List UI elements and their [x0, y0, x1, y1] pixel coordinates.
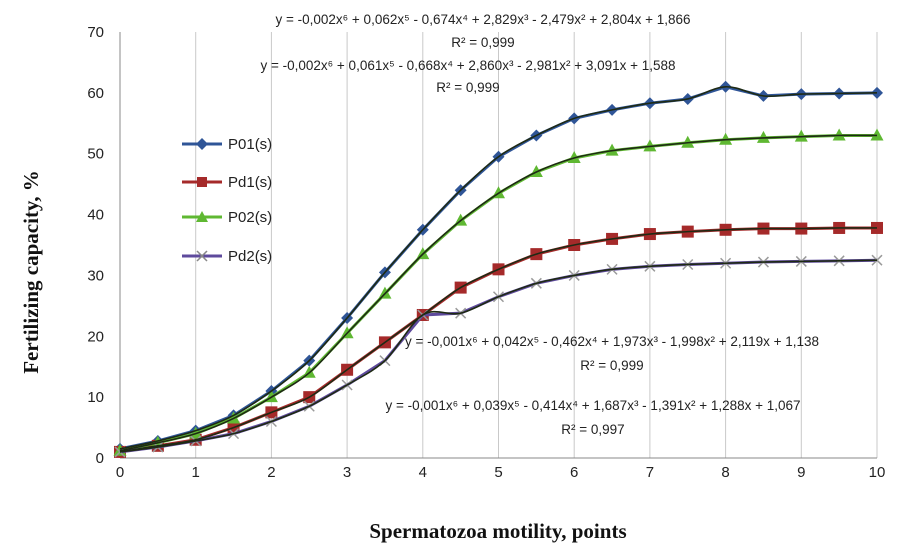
y-tick-label: 20 [87, 328, 104, 345]
y-tick-label: 40 [87, 207, 104, 224]
x-tick-label: 2 [267, 464, 275, 481]
triangle-marker-icon [196, 211, 208, 222]
legend-label-p01: P01(s) [228, 136, 272, 153]
trend-r2-4: R² = 0,997 [561, 422, 624, 437]
legend-label-p02: P02(s) [228, 209, 272, 226]
x-tick-label: 9 [797, 464, 805, 481]
x-tick-label: 5 [494, 464, 502, 481]
x-tick-label: 0 [116, 464, 124, 481]
trend-equation-4: y = -0,001x⁶ + 0,039x⁵ - 0,414x⁴ + 1,687… [385, 398, 800, 413]
trend-r2-1: R² = 0,999 [451, 35, 514, 50]
trend-equation-1: y = -0,002x⁶ + 0,062x⁵ - 0,674x⁴ + 2,829… [275, 12, 690, 27]
x-tick-label: 4 [419, 464, 427, 481]
trendline-pd1s [119, 227, 878, 453]
x-axis-title: Spermatozoa motility, points [369, 519, 626, 543]
x-tick-label: 6 [570, 464, 578, 481]
x-tick-label: 1 [192, 464, 200, 481]
y-tick-label: 60 [87, 85, 104, 102]
data-point [794, 129, 808, 142]
data-point [870, 128, 884, 141]
trendline-equations: y = -0,002x⁶ + 0,062x⁵ - 0,674x⁴ + 2,829… [260, 12, 819, 437]
y-tick-label: 70 [87, 24, 104, 41]
legend-item-p01: P01(s) [182, 136, 272, 153]
legend-label-pd2: Pd2(s) [228, 248, 272, 265]
diamond-marker-icon [196, 138, 208, 150]
square-marker-icon [197, 177, 207, 187]
x-tick-label: 8 [721, 464, 729, 481]
data-point [681, 135, 695, 148]
y-axis-title: Fertilizing capacity, % [19, 170, 43, 374]
trend-r2-3: R² = 0,999 [580, 358, 643, 373]
x-tick-label: 10 [869, 464, 886, 481]
x-tick-label: 3 [343, 464, 351, 481]
legend-item-pd1: Pd1(s) [182, 174, 272, 191]
data-point [832, 128, 846, 141]
legend: P01(s) Pd1(s) P02(s) Pd2(s) [182, 136, 272, 265]
tick-labels: 0 1 2 3 4 5 6 7 8 9 10 0 10 20 30 40 50 60 70 [87, 24, 885, 481]
data-point [605, 143, 619, 156]
y-tick-label: 50 [87, 146, 104, 163]
data-point [756, 130, 770, 143]
trend-equation-2: y = -0,002x⁶ + 0,061x⁵ - 0,668x⁴ + 2,860… [260, 58, 675, 73]
trendline-layer [119, 85, 878, 453]
x-marker-icon [196, 250, 208, 262]
trend-equation-3: y = -0,001x⁶ + 0,042x⁵ - 0,462x⁴ + 1,973… [405, 334, 819, 349]
data-point [189, 426, 203, 439]
trendline-p02s [119, 134, 878, 452]
y-tick-label: 30 [87, 267, 104, 284]
y-tick-label: 0 [96, 450, 104, 467]
y-tick-label: 10 [87, 389, 104, 406]
trendline-pd2s [119, 259, 878, 453]
data-point [871, 254, 883, 266]
legend-item-p02: P02(s) [182, 209, 272, 226]
legend-label-pd1: Pd1(s) [228, 174, 272, 191]
x-tick-label: 7 [646, 464, 654, 481]
data-point [643, 139, 657, 152]
legend-item-pd2: Pd2(s) [182, 248, 272, 265]
data-point [567, 150, 581, 163]
data-point [719, 132, 733, 145]
trend-r2-2: R² = 0,999 [436, 80, 499, 95]
trendline-p01s [119, 85, 878, 450]
